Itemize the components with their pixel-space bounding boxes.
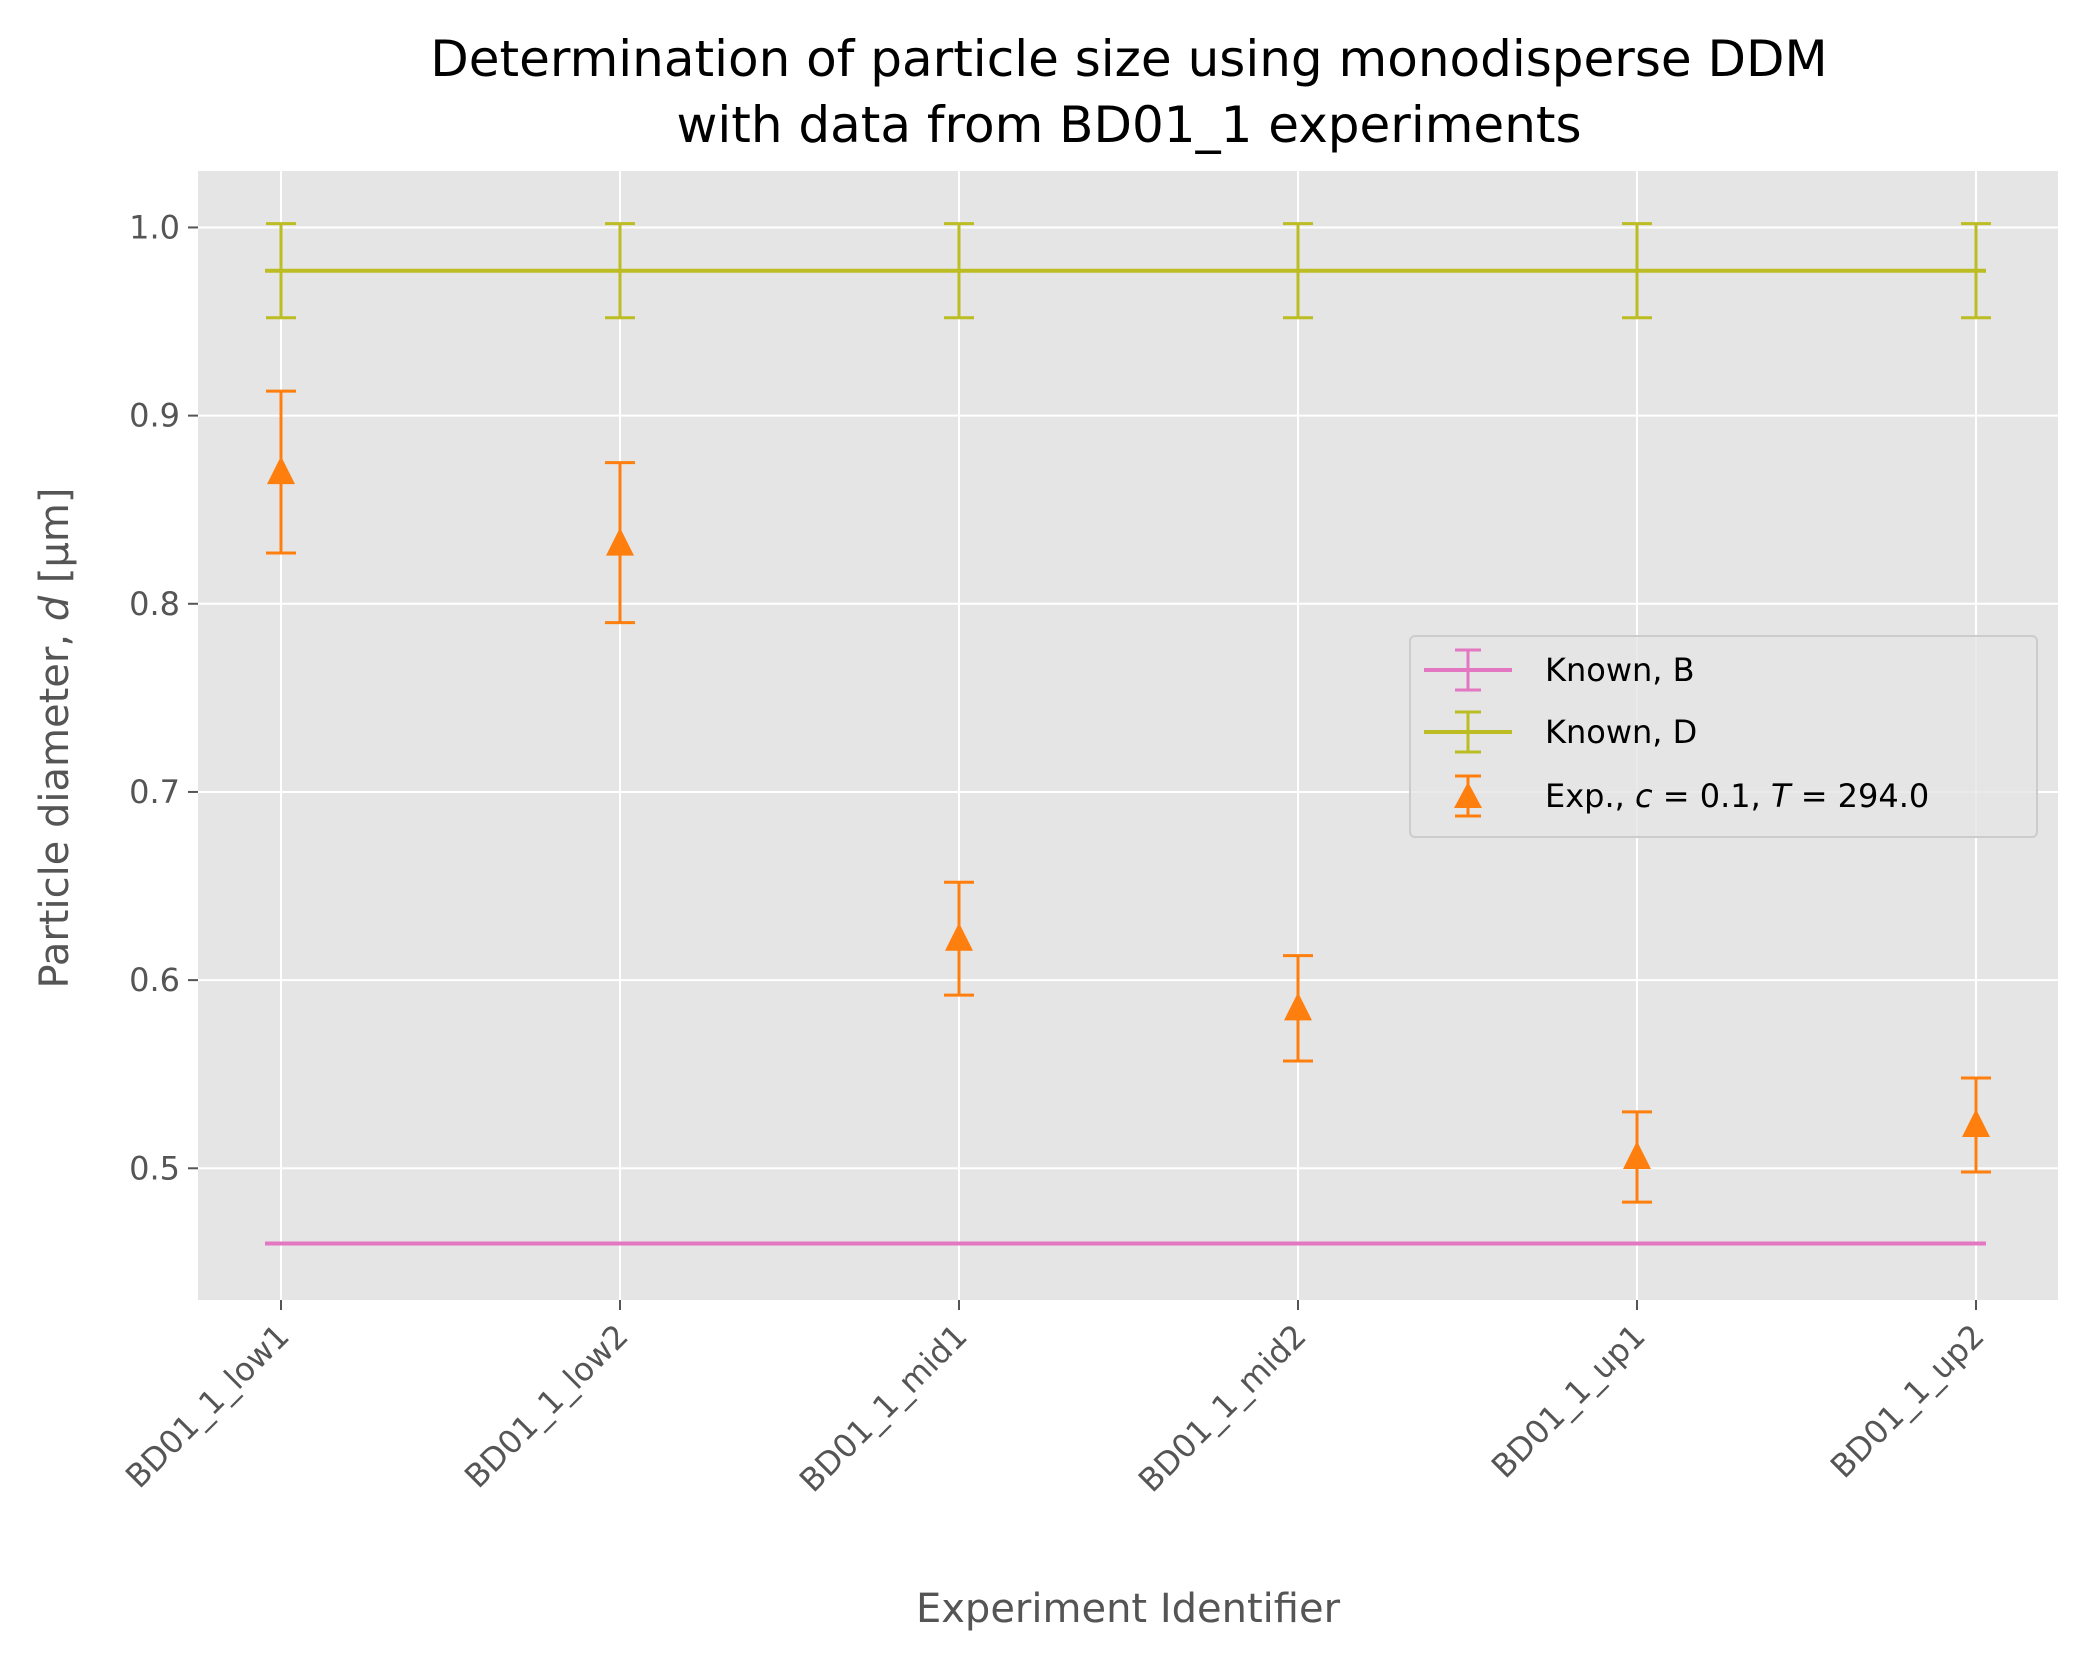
exp-marker-4 bbox=[1623, 1140, 1651, 1169]
y-tick-label-2: 0.7 bbox=[129, 773, 180, 811]
x-axis-label: Experiment Identifier bbox=[916, 1586, 1341, 1632]
y-tick-label-0: 0.5 bbox=[129, 1149, 180, 1187]
legend-box bbox=[1409, 635, 2038, 838]
legend-label-known-b: Known, B bbox=[1545, 651, 1695, 689]
y-tick-label-4: 0.9 bbox=[129, 397, 180, 435]
legend: Known, B Known, D Exp., c = 0.1, T = 294… bbox=[1409, 635, 2038, 838]
x-tick-label-5: BD01_1_up2 bbox=[1823, 1317, 1992, 1486]
y-tick-label-1: 0.6 bbox=[129, 961, 180, 999]
exp-marker-2 bbox=[945, 922, 973, 951]
chart-title-line-2: with data from BD01_1 experiments bbox=[676, 96, 1581, 154]
y-axis-label: Particle diameter, d [μm] bbox=[32, 488, 78, 989]
chart-title-line-1: Determination of particle size using mon… bbox=[430, 30, 1827, 88]
x-tick-label-2: BD01_1_mid1 bbox=[792, 1317, 975, 1500]
y-tick-label-5: 1.0 bbox=[129, 208, 180, 246]
series-group bbox=[265, 222, 1991, 1246]
x-tick-label-4: BD01_1_up1 bbox=[1484, 1317, 1653, 1486]
exp-marker-3 bbox=[1284, 992, 1312, 1021]
exp-marker-5 bbox=[1962, 1109, 1990, 1138]
x-tick-label-3: BD01_1_mid2 bbox=[1131, 1317, 1314, 1500]
exp-marker-0 bbox=[267, 456, 295, 485]
legend-label-exp: Exp., c = 0.1, T = 294.0 bbox=[1545, 777, 1929, 815]
x-tick-label-0: BD01_1_low1 bbox=[118, 1317, 297, 1496]
exp-marker-1 bbox=[606, 527, 634, 556]
x-tick-label-1: BD01_1_low2 bbox=[457, 1317, 636, 1496]
legend-label-known-d: Known, D bbox=[1545, 713, 1697, 751]
y-tick-label-3: 0.8 bbox=[129, 585, 180, 623]
legend-exp-marker bbox=[1454, 782, 1482, 808]
